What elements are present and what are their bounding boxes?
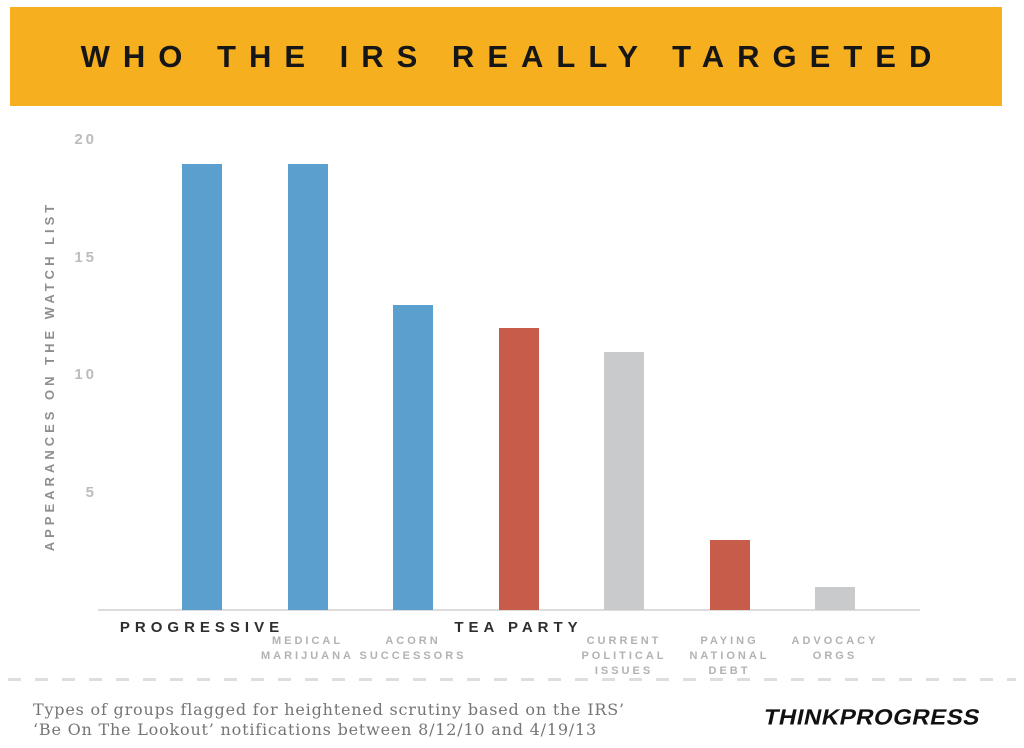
bar-acorn-successors [393, 304, 433, 610]
caption-line-1: Types of groups flagged for heightened s… [33, 700, 625, 719]
x-label-line: PROGRESSIVE [119, 619, 285, 636]
x-label-acorn-successors: ACORN SUCCESSORS [328, 618, 498, 664]
chart-title: WHO THE IRS REALLY TARGETED [80, 38, 945, 74]
x-label-line: CURRENT [586, 635, 662, 647]
x-label-line: PAYING [700, 635, 759, 647]
y-tick-15: 15 [74, 248, 97, 266]
x-label-line: ORGS [812, 650, 858, 662]
x-label-line: SUCCESSORS [359, 650, 467, 662]
x-label-line: MEDICAL [271, 635, 344, 647]
dashed-divider [8, 678, 1016, 681]
x-label-tea-party: TEA PARTY [434, 618, 604, 638]
x-label-current-political-issues: CURRENT POLITICAL ISSUES [539, 618, 709, 679]
x-label-line: ISSUES [594, 665, 654, 677]
bar-current-political-issues [604, 351, 644, 610]
x-label-progressive: PROGRESSIVE [117, 618, 287, 638]
x-label-line: ADVOCACY [791, 635, 879, 647]
source-caption: Types of groups flagged for heightened s… [33, 700, 625, 740]
x-label-advocacy-orgs: ADVOCACY ORGS [750, 618, 920, 664]
x-label-medical-marijuana: MEDICAL MARIJUANA [223, 618, 393, 664]
x-axis-line [98, 609, 920, 611]
thinkprogress-logo: THINKPROGRESS [761, 705, 983, 730]
x-label-line: POLITICAL [581, 650, 667, 662]
bar-progressive [182, 163, 222, 610]
caption-line-2: ‘Be On The Lookout’ notifications betwee… [33, 720, 597, 739]
bar-tea-party [498, 328, 539, 610]
y-tick-10: 10 [74, 366, 97, 383]
title-banner: WHO THE IRS REALLY TARGETED [10, 7, 1002, 106]
y-tick-5: 5 [85, 483, 97, 501]
x-label-line: NATIONAL [689, 650, 770, 662]
x-label-paying-national-debt: PAYING NATIONAL DEBT [645, 618, 815, 679]
x-label-line: MARIJUANA [261, 650, 354, 662]
x-label-line: ACORN [385, 635, 441, 647]
y-tick-20: 20 [74, 131, 97, 148]
x-label-line: DEBT [708, 665, 751, 677]
bar-paying-national-debt [709, 539, 750, 610]
bar-advocacy-orgs [815, 586, 855, 610]
bar-medical-marijuana [287, 163, 328, 610]
x-label-line: TEA PARTY [454, 619, 583, 636]
